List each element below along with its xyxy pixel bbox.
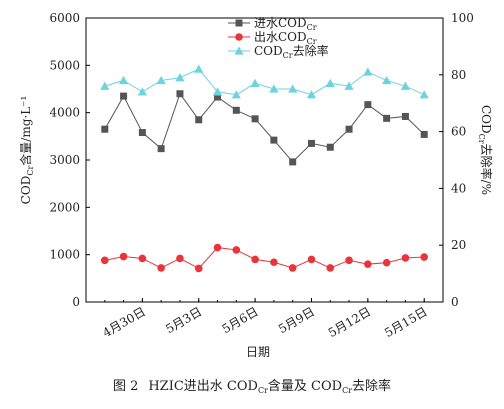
series-3-point: [175, 73, 185, 82]
series-1-point: [383, 114, 391, 122]
series-1-point: [157, 145, 165, 153]
legend-item-1: 进水CODCr: [228, 16, 317, 32]
series-2-point: [326, 264, 335, 272]
series-2-point: [176, 254, 184, 263]
right-tick-label: 40: [451, 181, 466, 195]
right-tick-label: 0: [451, 295, 459, 309]
series-1-point: [120, 92, 128, 100]
series-2-point: [194, 264, 203, 273]
left-axis-title: CODCr含量/mg·L⁻¹: [18, 96, 35, 205]
series-3-point: [194, 64, 204, 73]
series-1-point: [270, 136, 278, 144]
series-2-line: [104, 247, 425, 270]
series-1-point: [326, 143, 334, 151]
legend-swatch-marker: [235, 33, 243, 41]
left-tick-label: 2000: [49, 200, 80, 214]
legend-item-3: CODCr去除率: [228, 43, 329, 60]
series-2-point: [213, 243, 222, 252]
series-3-point: [288, 84, 298, 93]
series-3-point: [382, 75, 392, 85]
legend-label: CODCr去除率: [254, 43, 329, 60]
legend-swatch-marker: [235, 19, 243, 27]
series-3-line: [104, 68, 425, 96]
x-tick-label: 5月9日: [276, 304, 317, 336]
series-3-point: [137, 87, 147, 96]
series-2-point: [119, 252, 128, 261]
series-2-point: [382, 258, 391, 267]
left-tick-label: 4000: [49, 106, 80, 120]
series-2-point: [232, 246, 241, 254]
left-tick-label: 3000: [49, 153, 80, 167]
series-2-point: [100, 256, 109, 265]
series-1-point: [345, 125, 353, 133]
series-3-point: [419, 90, 429, 99]
left-tick-label: 1000: [49, 248, 80, 262]
x-tick-label: 5月12日: [326, 304, 374, 340]
figure-caption: 图 2 HZIC进出水 CODCr含量及 CODCr去除率: [113, 378, 391, 395]
series-3-point: [118, 75, 129, 85]
x-tick-label: 5月6日: [220, 304, 261, 336]
series-1-point: [232, 106, 240, 114]
series-2-point: [401, 254, 410, 262]
series-2-point: [345, 256, 353, 265]
series-2-point: [157, 264, 165, 272]
series-1-point: [364, 101, 372, 109]
series-3: [100, 64, 429, 99]
right-tick-label: 20: [451, 238, 466, 252]
right-axis-title: CODCr去除率/%: [477, 105, 494, 195]
series-1-point: [214, 93, 222, 101]
series-1-point: [289, 158, 297, 166]
right-tick-label: 60: [451, 125, 466, 139]
series-2-point: [288, 264, 297, 272]
x-tick-label: 5月15日: [382, 304, 430, 340]
series-2: [100, 243, 429, 273]
series-3-point: [344, 81, 354, 90]
legend-label: 出水CODCr: [254, 30, 317, 46]
left-tick-label: 0: [72, 295, 80, 309]
left-tick-label: 5000: [49, 58, 80, 72]
x-tick-label: 5月3日: [163, 304, 204, 336]
series-3-point: [250, 78, 260, 87]
series-1-point: [307, 139, 315, 147]
legend-item-2: 出水CODCr: [228, 30, 317, 46]
series-1: [101, 90, 428, 166]
series-1-line: [104, 92, 425, 163]
series-3-point: [100, 81, 110, 90]
series-1-point: [195, 116, 203, 124]
series-3-point: [306, 90, 317, 99]
series-1-point: [176, 90, 184, 98]
x-axis-title: 日期: [246, 345, 270, 359]
series-2-point: [270, 258, 278, 267]
right-tick-label: 80: [451, 68, 466, 82]
series-1-point: [420, 130, 428, 138]
legend-label: 进水CODCr: [254, 16, 317, 32]
series-2-point: [364, 260, 372, 268]
series-1-point: [101, 125, 109, 133]
series-3-point: [400, 81, 411, 90]
series-3-point: [231, 90, 241, 99]
series-1-point: [251, 115, 259, 123]
series-2-point: [307, 255, 316, 264]
series-1-point: [138, 129, 146, 137]
series-3-point: [212, 87, 223, 96]
series-2-point: [251, 255, 259, 264]
series-3-point: [269, 84, 279, 93]
left-tick-label: 6000: [49, 11, 80, 25]
series-1-point: [401, 112, 409, 120]
series-2-point: [420, 253, 429, 261]
series-3-point: [363, 67, 373, 76]
series-3-point: [325, 78, 335, 87]
x-tick-label: 4月30日: [100, 304, 148, 340]
legend-swatch-marker: [234, 46, 244, 55]
series-3-point: [156, 75, 166, 85]
series-2-point: [138, 254, 147, 263]
right-tick-label: 100: [451, 11, 474, 25]
